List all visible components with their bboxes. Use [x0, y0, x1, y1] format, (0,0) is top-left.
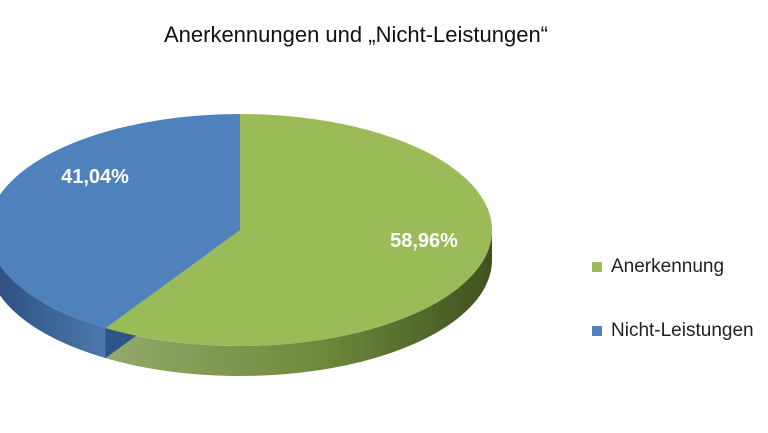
legend-swatch-anerkennung — [592, 262, 602, 272]
legend-label-nicht-leistungen: Nicht-Leistungen — [611, 320, 754, 341]
chart-title: Anerkennungen und „Nicht-Leistungen“ — [163, 22, 549, 47]
data-label-anerkennung: 58,96% — [390, 230, 458, 252]
pie-slice-anerkennung — [105, 114, 493, 347]
legend-swatch-nicht-leistungen — [592, 326, 602, 336]
pie-slice-nicht-leistungen — [0, 114, 240, 329]
legend-item-nicht-leistungen: Nicht-Leistungen — [592, 319, 768, 343]
legend-item-anerkennung: Anerkennung — [592, 255, 768, 279]
pie-side-nicht-leistungen — [0, 265, 106, 359]
data-label-nicht-leistungen: 41,04% — [61, 166, 129, 188]
legend-label-anerkennung: Anerkennung — [611, 256, 725, 277]
pie-side-anerkennung — [105, 230, 492, 376]
